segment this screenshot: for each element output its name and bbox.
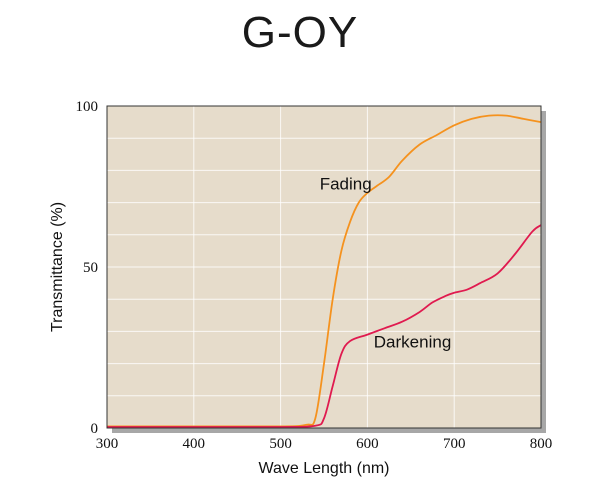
x-tick-label: 400	[183, 436, 206, 452]
grid	[107, 106, 541, 428]
series-line-darkening	[107, 224, 542, 429]
x-tick-label: 800	[530, 436, 553, 452]
tick-labels: 300 400 500 600 700 800 0 50 100	[76, 99, 553, 452]
x-axis-label: Wave Length (nm)	[258, 460, 389, 477]
annotation-darkening: Darkening	[374, 333, 452, 352]
x-tick-label: 600	[356, 436, 379, 452]
annotation-fading: Fading	[320, 175, 372, 194]
y-tick-label: 50	[83, 260, 98, 276]
y-tick-label: 0	[91, 421, 99, 437]
annotations: Fading Darkening	[320, 175, 452, 352]
plot-frame	[106, 105, 542, 429]
y-axis-label: Transmittance (%)	[49, 202, 66, 332]
series-line-fading	[107, 114, 542, 428]
x-tick-label: 300	[96, 436, 119, 452]
series-layer	[107, 114, 542, 429]
y-tick-label: 100	[76, 99, 99, 115]
x-tick-label: 500	[269, 436, 292, 452]
x-tick-label: 700	[443, 436, 466, 452]
chart-title: G-OY	[241, 8, 359, 57]
